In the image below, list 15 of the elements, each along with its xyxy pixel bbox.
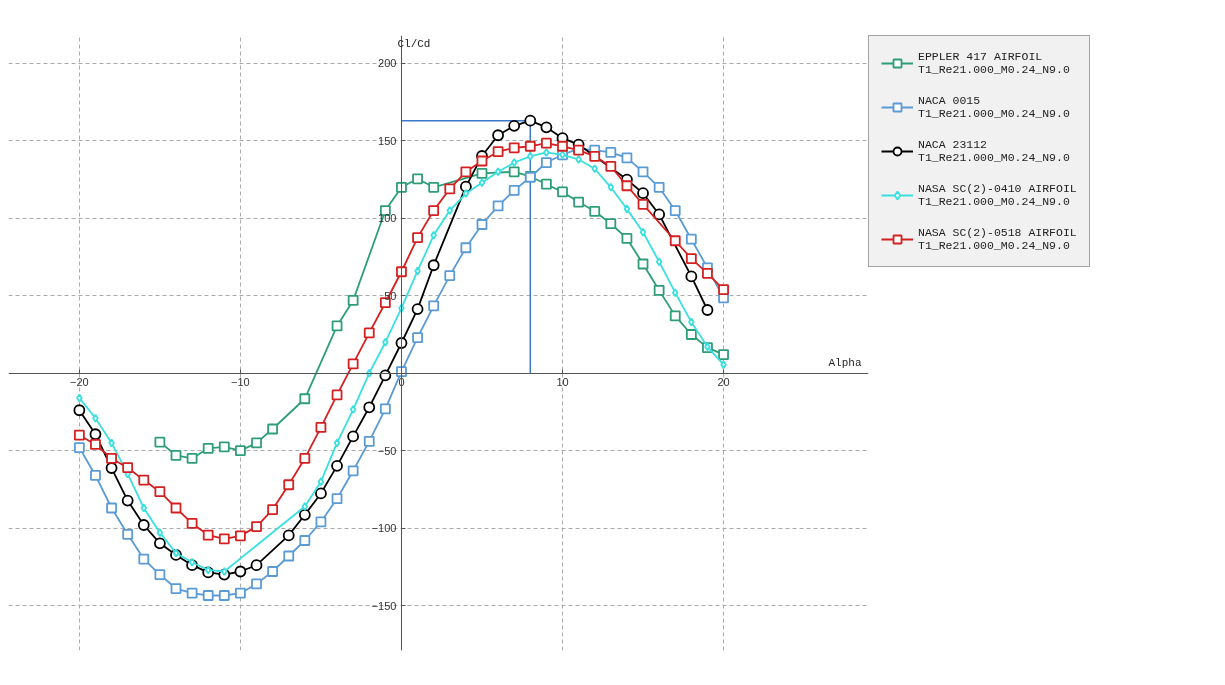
- legend-label: NASA SC(2)-0518 AIRFOIL T1_Re21.000_M0.24_N9.0: [918, 225, 1077, 254]
- legend-label: NASA SC(2)-0410 AIRFOIL T1_Re21.000_M0.24_N9.0: [918, 181, 1077, 210]
- y-tick-label: 200: [378, 57, 397, 70]
- x-tick-label: −20: [70, 376, 89, 389]
- x-tick-label: 20: [717, 376, 730, 389]
- y-tick-label: −150: [371, 599, 397, 612]
- legend-label: NACA 23112 T1_Re21.000_M0.24_N9.0: [918, 137, 1070, 166]
- legend-label: EPPLER 417 AIRFOIL T1_Re21.000_M0.24_N9.0: [918, 49, 1070, 78]
- x-tick-label: −10: [231, 376, 250, 389]
- x-axis-title: Alpha: [828, 357, 862, 370]
- y-tick-label: −50: [377, 444, 397, 457]
- y-tick-label: −100: [371, 522, 397, 535]
- y-tick-label: 150: [378, 134, 397, 147]
- x-tick-label: 10: [556, 376, 569, 389]
- legend-label: NACA 0015 T1_Re21.000_M0.24_N9.0: [918, 93, 1070, 122]
